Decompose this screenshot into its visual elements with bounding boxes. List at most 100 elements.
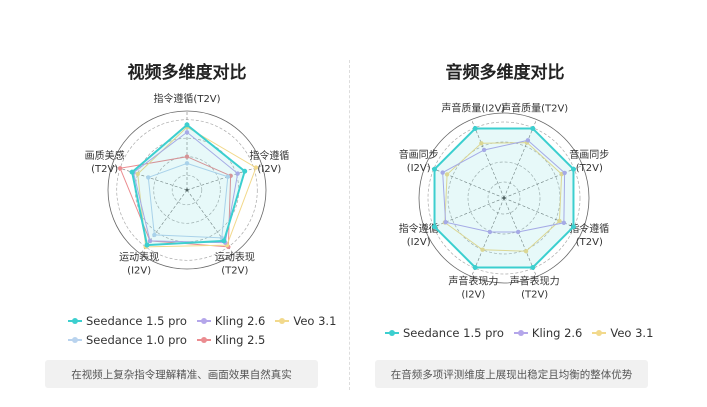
data-point bbox=[144, 242, 150, 248]
series-line bbox=[137, 126, 257, 248]
legend-item: Seedance 1.0 pro bbox=[68, 333, 187, 347]
axis-label-line: (I2V) bbox=[127, 266, 151, 277]
legend-item: Veo 3.1 bbox=[275, 314, 336, 328]
data-point bbox=[184, 161, 190, 166]
grid-ring bbox=[487, 181, 521, 215]
axis-line bbox=[503, 119, 537, 199]
center-dot bbox=[185, 188, 189, 192]
legend-swatch bbox=[68, 336, 82, 343]
axis-label: 声音质量(T2V) bbox=[501, 101, 568, 114]
data-point bbox=[129, 169, 135, 175]
legend-row: Seedance 1.0 pro Kling 2.5 bbox=[68, 330, 336, 349]
data-point bbox=[562, 170, 567, 176]
axis-label-line: (T2V) bbox=[521, 290, 548, 301]
axis-label-line: (T2V) bbox=[576, 163, 603, 174]
data-point bbox=[225, 174, 231, 179]
data-point bbox=[184, 122, 190, 128]
data-point bbox=[147, 238, 153, 244]
data-point bbox=[523, 249, 529, 254]
legend-label: Seedance 1.0 pro bbox=[86, 332, 187, 347]
audio-chart-title: 音频多维度对比 bbox=[445, 63, 565, 83]
legend-swatch bbox=[385, 329, 399, 336]
axis-label-line: 运动表现 bbox=[215, 251, 255, 264]
data-point bbox=[480, 247, 485, 252]
grid-ring bbox=[467, 161, 541, 235]
axis-label: 指令遵循(T2V) bbox=[569, 222, 609, 248]
axis-label: 音画同步 (I2V) bbox=[399, 148, 439, 174]
axis-line bbox=[425, 165, 505, 199]
outer-circle bbox=[107, 110, 267, 270]
data-point bbox=[561, 220, 567, 225]
axis-line bbox=[111, 165, 188, 191]
data-point bbox=[570, 224, 576, 230]
axis-label: 画质美感 (T2V) bbox=[85, 149, 125, 175]
legend-item: Kling 2.5 bbox=[196, 332, 266, 347]
axis-label: 指令遵循 (I2V) bbox=[249, 149, 289, 175]
series-line bbox=[132, 131, 239, 244]
audio-caption: 在音频多项评测维度上展现出稳定且均衡的整体优势 bbox=[375, 360, 648, 388]
legend-swatch bbox=[196, 336, 211, 343]
axis-label-line: 声音表现力 bbox=[510, 275, 560, 288]
legend-swatch bbox=[513, 329, 528, 336]
audio-legend: Seedance 1.5 pro Kling 2.6 Veo 3.1 bbox=[385, 323, 653, 342]
legend-item: Seedance 1.5 pro bbox=[68, 314, 187, 328]
outer-circle bbox=[418, 112, 590, 284]
data-point bbox=[432, 224, 438, 230]
legend-label: Veo 3.1 bbox=[610, 325, 654, 340]
axis-line bbox=[503, 165, 583, 199]
video-radar-chart: 指令遵循(T2V) 指令遵循 (I2V) 运动表现 (T2V) 运动表现 (I2V) 画质美感… bbox=[85, 92, 290, 277]
data-point bbox=[152, 232, 157, 238]
axis-label-line: (I2V) bbox=[407, 237, 431, 248]
data-point bbox=[443, 219, 448, 225]
legend-swatch bbox=[68, 317, 82, 324]
data-point bbox=[221, 238, 227, 244]
data-point bbox=[184, 154, 190, 159]
video-chart-title: 视频多维度对比 bbox=[127, 63, 247, 83]
data-point bbox=[135, 171, 140, 177]
data-point bbox=[146, 175, 151, 180]
axis-line bbox=[186, 165, 263, 191]
axis-label: 指令遵循 (I2V) bbox=[399, 222, 439, 248]
legend-label: Kling 2.6 bbox=[214, 313, 266, 328]
axis-line bbox=[503, 197, 537, 277]
axis-label-line: 运动表现 bbox=[119, 251, 159, 264]
axis-line bbox=[425, 197, 505, 231]
axis-label-line: (T2V) bbox=[221, 266, 248, 277]
data-point bbox=[530, 126, 536, 132]
legend-swatch bbox=[275, 317, 290, 324]
data-point bbox=[472, 126, 478, 132]
legend-label: Veo 3.1 bbox=[293, 313, 337, 328]
legend-item: Veo 3.1 bbox=[592, 326, 653, 340]
data-point bbox=[570, 166, 576, 172]
video-legend: Seedance 1.5 pro Kling 2.6 Veo 3.1 Seedance… bbox=[68, 311, 336, 349]
axis-label-line: (I2V) bbox=[257, 164, 281, 175]
axis-label-line: 声音质量(I2V) bbox=[441, 101, 505, 114]
data-point bbox=[242, 168, 248, 174]
data-point bbox=[117, 166, 123, 171]
axis-label-line: 指令遵循(T2V) bbox=[153, 92, 220, 105]
legend-label: Seedance 1.5 pro bbox=[403, 325, 504, 340]
axis-label-line: 画质美感 bbox=[85, 149, 125, 162]
series-line bbox=[119, 156, 232, 248]
video-caption: 在视频上复杂指令理解精准、画面效果自然真实 bbox=[45, 360, 318, 388]
legend-item: Kling 2.6 bbox=[513, 325, 583, 340]
axis-line bbox=[471, 197, 505, 277]
axis-label-line: (I2V) bbox=[407, 163, 431, 174]
data-point bbox=[253, 165, 259, 170]
axis-label: 声音表现力 (T2V) bbox=[510, 275, 560, 301]
data-point bbox=[479, 141, 484, 146]
data-point bbox=[444, 172, 450, 177]
axis-label: 指令遵循(T2V) bbox=[153, 92, 220, 105]
legend-swatch bbox=[196, 317, 211, 324]
data-point bbox=[525, 138, 531, 143]
axis-label-line: 音画同步 bbox=[569, 148, 609, 161]
data-point bbox=[440, 170, 445, 175]
legend-label: Kling 2.6 bbox=[531, 325, 583, 340]
axis-label-line: 音画同步 bbox=[399, 148, 439, 161]
axis-label: 声音质量(I2V) bbox=[441, 101, 505, 114]
axis-label: 运动表现 (T2V) bbox=[215, 251, 255, 277]
legend-label: Kling 2.5 bbox=[214, 332, 266, 347]
axis-label-line: 指令遵循 bbox=[569, 222, 609, 235]
data-point bbox=[432, 166, 438, 172]
data-point bbox=[530, 264, 536, 270]
